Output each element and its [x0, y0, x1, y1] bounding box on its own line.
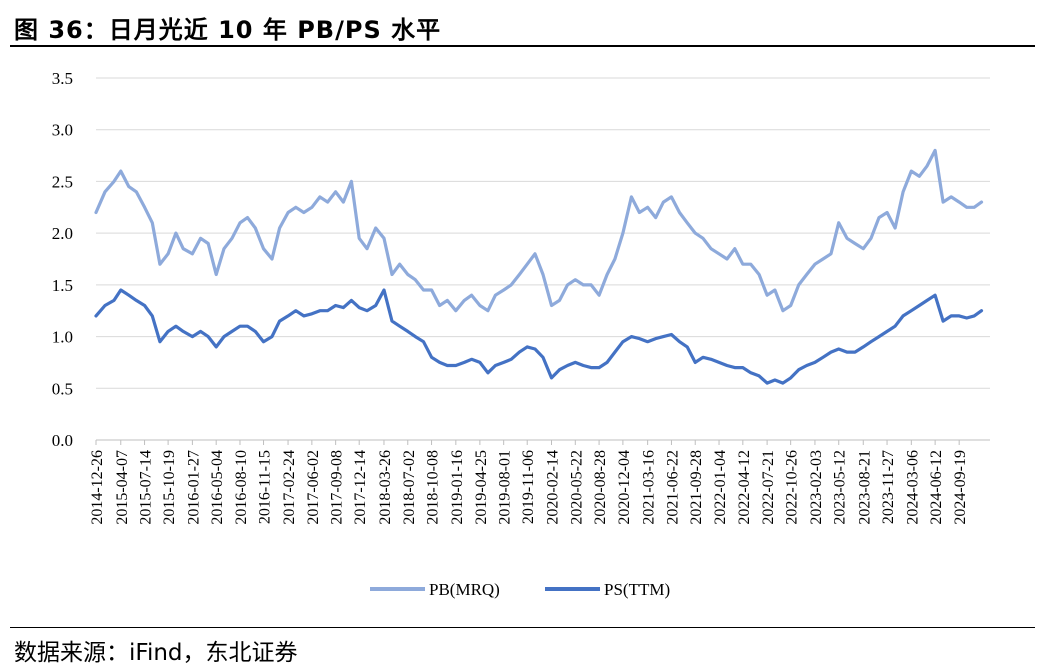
x-tick-label: 2021-09-28 [688, 450, 705, 525]
x-tick-label: 2018-07-02 [401, 450, 418, 525]
top-rule [10, 45, 1035, 47]
legend-label-1: PS(TTM) [604, 580, 670, 599]
x-tick-label: 2019-04-25 [473, 450, 490, 525]
y-tick-label: 2.0 [52, 224, 73, 243]
x-tick-label: 2021-06-22 [664, 450, 681, 525]
x-tick-label: 2015-10-19 [161, 450, 178, 525]
x-tick-label: 2019-11-06 [520, 450, 537, 524]
x-tick-label: 2015-04-07 [114, 450, 131, 525]
x-tick-label: 2018-10-08 [425, 450, 442, 525]
x-tick-label: 2020-02-14 [544, 450, 561, 525]
x-tick-label: 2023-11-27 [880, 450, 897, 524]
x-tick-label: 2016-01-27 [185, 450, 202, 525]
y-tick-label: 3.5 [52, 69, 73, 88]
x-tick-label: 2022-04-12 [736, 450, 753, 525]
x-tick-label: 2015-07-14 [138, 450, 155, 525]
x-tick-label: 2017-06-02 [305, 450, 322, 525]
y-tick-label: 1.5 [52, 276, 73, 295]
legend: PB(MRQ) PS(TTM) [370, 580, 670, 599]
x-tick-label: 2020-12-04 [616, 450, 633, 525]
y-tick-label: 2.5 [52, 172, 73, 191]
x-tick-label: 2022-07-21 [760, 450, 777, 525]
series-line-0 [94, 148, 984, 313]
source-note: 数据来源：iFind，东北证券 [14, 640, 298, 666]
series-lines [94, 148, 984, 385]
x-tick-label: 2016-05-04 [209, 450, 226, 525]
x-tick-label: 2021-03-16 [641, 450, 658, 525]
x-tick-label: 2020-05-22 [568, 450, 585, 525]
y-tick-label: 0.0 [52, 431, 73, 450]
x-tick-label: 2022-10-26 [784, 450, 801, 525]
x-tick-label: 2024-03-06 [904, 450, 921, 525]
x-tick-label: 2022-01-04 [712, 450, 729, 525]
x-tick-label: 2016-11-15 [257, 450, 274, 524]
x-tick-label: 2017-02-24 [281, 450, 298, 525]
x-tick-label: 2023-05-12 [832, 450, 849, 525]
grid-lines [95, 77, 990, 445]
series-line-1 [94, 288, 984, 385]
x-tick-label: 2023-08-21 [856, 450, 873, 525]
x-tick-label: 2019-01-16 [449, 450, 466, 525]
x-tick-label: 2017-09-08 [329, 450, 346, 525]
y-tick-label: 0.5 [52, 379, 73, 398]
figure-title: 图 36：日月光近 10 年 PB/PS 水平 [14, 16, 442, 44]
y-tick-label: 3.0 [52, 121, 73, 140]
y-tick-labels: 0.0 0.5 1.0 1.5 2.0 2.5 3.0 3.5 [52, 69, 73, 450]
x-tick-label: 2017-12-14 [352, 450, 369, 525]
x-tick-label: 2016-08-10 [233, 450, 250, 525]
legend-label-0: PB(MRQ) [429, 580, 500, 599]
x-tick-label: 2023-02-03 [808, 450, 825, 525]
line-chart: 0.0 0.5 1.0 1.5 2.0 2.5 3.0 3.5 2014-12-26 2015-… [52, 69, 990, 599]
x-tick-label: 2019-08-01 [497, 450, 514, 525]
y-tick-label: 1.0 [52, 328, 73, 347]
x-tick-label: 2024-06-12 [928, 450, 945, 525]
x-tick-label: 2018-03-26 [377, 450, 394, 525]
x-tick-label: 2024-09-19 [952, 450, 969, 525]
bottom-rule [10, 627, 1035, 628]
x-tick-label: 2020-08-28 [592, 450, 609, 525]
x-tick-label: 2014-12-26 [89, 450, 106, 525]
x-tick-labels: 2014-12-26 2015-04-07 2015-07-14 2015-10-19… [89, 450, 969, 525]
